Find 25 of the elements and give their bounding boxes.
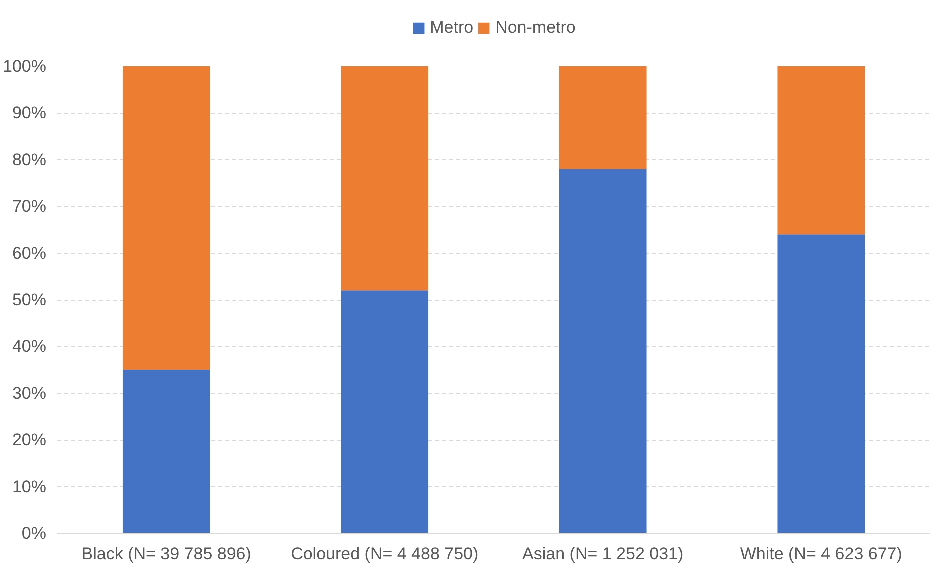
- legend-label: Non-metro: [496, 18, 576, 38]
- y-tick-label: 0%: [22, 524, 47, 543]
- bar: [559, 169, 647, 534]
- bar: [122, 66, 210, 370]
- bar: [778, 66, 866, 235]
- y-tick-label: 60%: [12, 244, 47, 263]
- y-tick-label: 20%: [12, 430, 47, 450]
- y-tick-label: 70%: [12, 197, 47, 216]
- y-tick-label: 100%: [3, 57, 47, 76]
- legend-label: Metro: [430, 18, 474, 38]
- y-tick-label: 40%: [12, 337, 47, 356]
- x-tick-label: Asian (N= 1 252 031): [522, 544, 684, 564]
- y-tick-label: 30%: [12, 384, 47, 403]
- bar: [122, 370, 210, 534]
- x-tick-label: Black (N= 39 785 896): [82, 544, 252, 564]
- bar: [778, 234, 866, 534]
- x-tick-label: Coloured (N= 4 488 750): [291, 544, 479, 564]
- bar: [341, 66, 429, 291]
- y-tick-label: 50%: [12, 290, 47, 310]
- y-tick-label: 10%: [12, 477, 47, 496]
- bar: [559, 66, 647, 170]
- x-tick-label: White (N= 4 623 677): [740, 544, 902, 564]
- y-tick-label: 80%: [12, 150, 47, 170]
- bar: [341, 290, 429, 534]
- y-tick-label: 90%: [12, 104, 47, 123]
